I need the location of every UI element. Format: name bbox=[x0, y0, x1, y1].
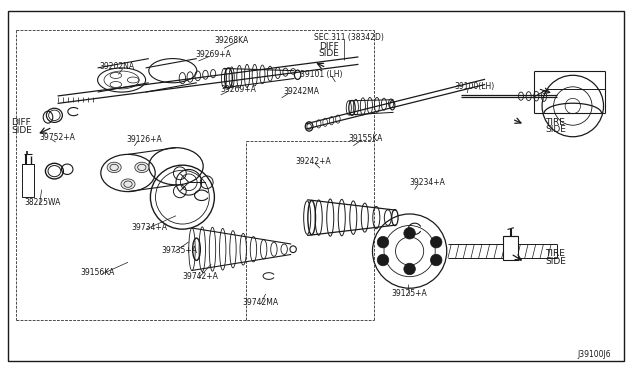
Text: DIFF: DIFF bbox=[319, 42, 339, 51]
Text: 39156KA: 39156KA bbox=[80, 268, 115, 277]
Text: SIDE: SIDE bbox=[319, 49, 340, 58]
Bar bbox=[503, 236, 518, 260]
Text: 39269+A: 39269+A bbox=[221, 85, 257, 94]
Bar bbox=[22, 164, 34, 197]
Text: 39735+A: 39735+A bbox=[161, 246, 197, 255]
Text: 39268KA: 39268KA bbox=[214, 36, 249, 45]
Text: 39155KA: 39155KA bbox=[349, 134, 383, 143]
Text: J39100J6: J39100J6 bbox=[577, 350, 611, 359]
Text: DIFF: DIFF bbox=[12, 118, 31, 127]
Text: 38225WA: 38225WA bbox=[24, 198, 61, 207]
Text: SIDE: SIDE bbox=[545, 257, 566, 266]
Text: TIRE: TIRE bbox=[545, 249, 565, 258]
Text: 39742+A: 39742+A bbox=[182, 272, 218, 281]
Text: SEC.311 (38342D): SEC.311 (38342D) bbox=[314, 33, 383, 42]
Text: 39100(LH): 39100(LH) bbox=[454, 82, 495, 91]
Text: SIDE: SIDE bbox=[545, 125, 566, 134]
Ellipse shape bbox=[121, 179, 135, 189]
Circle shape bbox=[431, 237, 442, 248]
Circle shape bbox=[377, 237, 388, 248]
Text: 39126+A: 39126+A bbox=[127, 135, 163, 144]
Text: 39242+A: 39242+A bbox=[296, 157, 332, 166]
Text: 39269+A: 39269+A bbox=[195, 50, 231, 59]
Text: 39202NA: 39202NA bbox=[99, 62, 134, 71]
Ellipse shape bbox=[107, 162, 121, 173]
Text: 39742MA: 39742MA bbox=[242, 298, 278, 307]
Text: 39234+A: 39234+A bbox=[410, 178, 445, 187]
Text: 39125+A: 39125+A bbox=[392, 289, 428, 298]
Text: 39101 (LH): 39101 (LH) bbox=[300, 70, 342, 79]
Circle shape bbox=[431, 254, 442, 266]
Text: SIDE: SIDE bbox=[12, 126, 33, 135]
Circle shape bbox=[404, 228, 415, 239]
Circle shape bbox=[404, 263, 415, 275]
Text: 39734+A: 39734+A bbox=[131, 223, 167, 232]
Text: 39242MA: 39242MA bbox=[284, 87, 319, 96]
Text: TIRE: TIRE bbox=[545, 118, 565, 126]
Circle shape bbox=[377, 254, 388, 266]
Ellipse shape bbox=[135, 162, 149, 173]
Text: 39752+A: 39752+A bbox=[40, 133, 76, 142]
